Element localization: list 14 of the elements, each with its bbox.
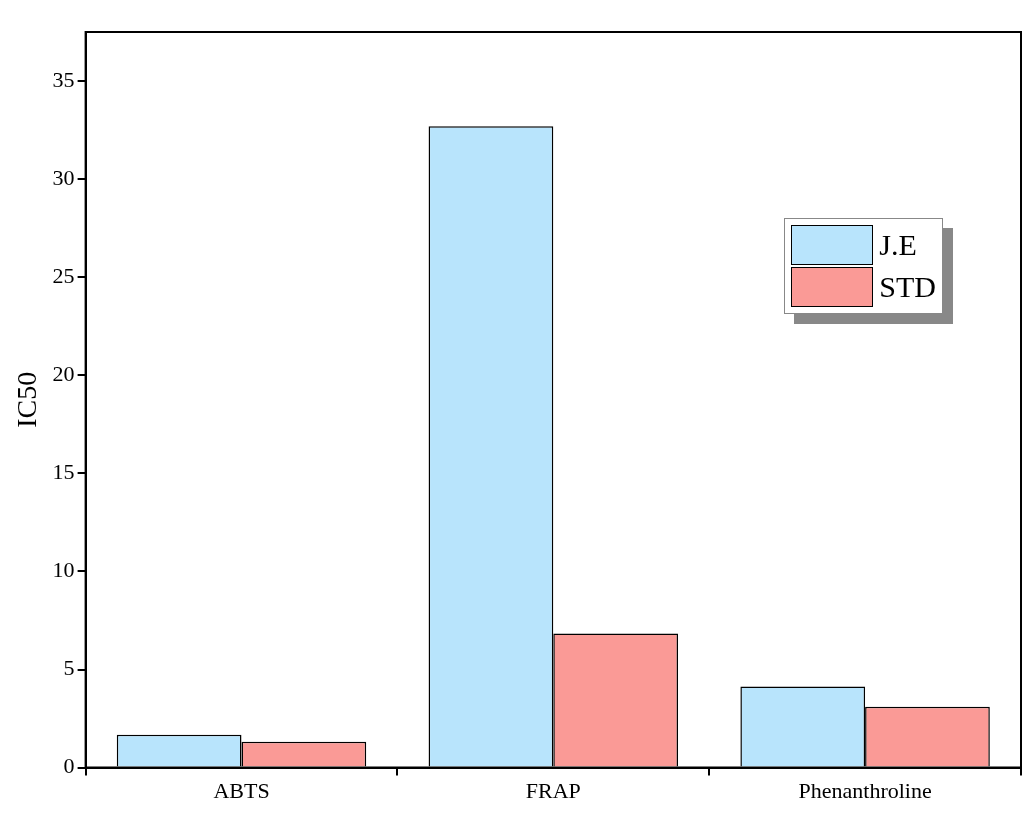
y-tick-label: 10 [52, 557, 75, 583]
y-tick-label: 30 [52, 164, 75, 190]
y-tick-label: 5 [63, 655, 75, 681]
y-tick-label: 20 [52, 361, 75, 387]
legend-label: J.E [879, 228, 917, 262]
x-tick-label: ABTS [213, 777, 270, 803]
y-tick-label: 35 [52, 66, 75, 92]
legend-label: STD [879, 270, 936, 304]
y-tick-label: 15 [52, 459, 75, 485]
x-tick-label: Phenanthroline [798, 777, 932, 803]
y-tick-label: 0 [63, 753, 75, 779]
y-tick-label: 25 [52, 262, 75, 288]
x-tick-label: FRAP [525, 777, 581, 803]
y-axis-title: IC50 [11, 371, 43, 428]
